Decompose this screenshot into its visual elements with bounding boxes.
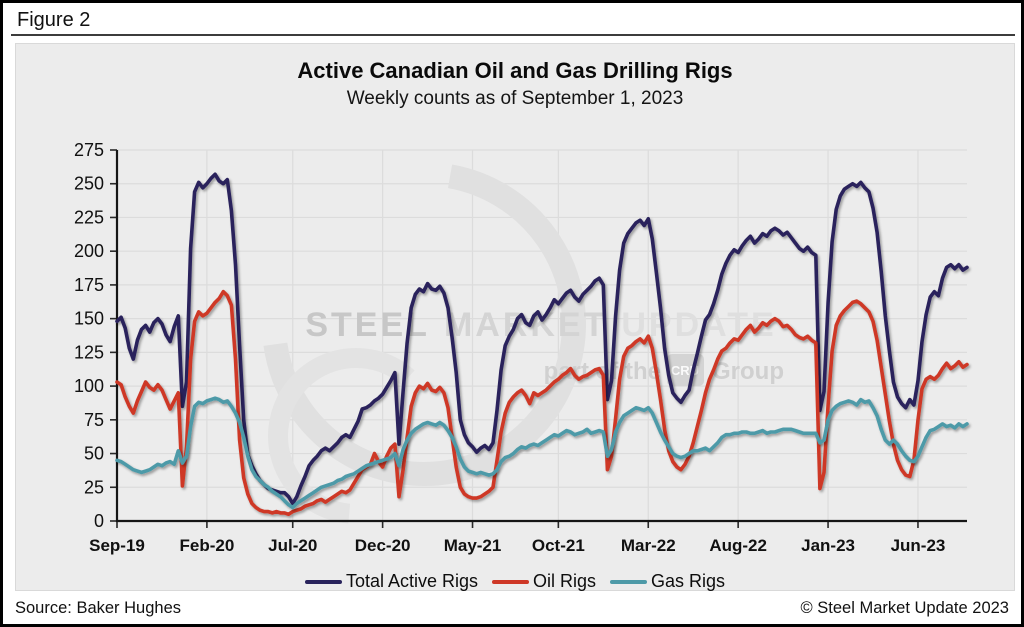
watermark-swoosh-tail-icon — [267, 348, 444, 524]
chart-tick-labels: 0 25 50 75 100 125 150 175 200 225 250 275 Sep-19 Feb… — [74, 140, 945, 555]
y-axis-tick-label: 25 — [84, 477, 104, 497]
legend-swatch-total-active-rigs — [304, 579, 342, 584]
series-line-oil-rigs — [115, 289, 969, 517]
y-axis-tick-label: 175 — [74, 275, 104, 295]
x-axis-tick-label: Feb-20 — [180, 536, 235, 555]
x-axis-tick-label: May-21 — [444, 536, 502, 555]
y-axis-tick-label: 0 — [94, 511, 104, 531]
legend-label-gas-rigs: Gas Rigs — [651, 571, 726, 591]
chart-title: Active Canadian Oil and Gas Drilling Rig… — [297, 58, 733, 83]
legend-item-total-active-rigs: Total Active Rigs — [304, 571, 478, 592]
x-axis-tick-label: Aug-22 — [709, 536, 767, 555]
y-axis-tick-label: 150 — [74, 309, 104, 329]
watermark: STEEL MARKET UPDATE part of the CRU Group — [262, 162, 784, 524]
watermark-tagline-suffix: Group — [712, 358, 784, 385]
footer-source: Source: Baker Hughes — [15, 598, 182, 617]
footer: Source: Baker Hughes © Steel Market Upda… — [15, 596, 1009, 620]
x-axis-tick-label: Jul-20 — [268, 536, 317, 555]
chart-series — [115, 172, 969, 517]
y-axis-tick-label: 125 — [74, 342, 104, 362]
figure-label: Figure 2 — [17, 9, 91, 31]
chart-axes — [110, 149, 967, 528]
y-axis-tick-label: 250 — [74, 174, 104, 194]
legend-swatch-gas-rigs — [610, 579, 648, 584]
x-axis-tick-label: Jan-23 — [801, 536, 855, 555]
legend-label-total-active-rigs: Total Active Rigs — [345, 571, 478, 591]
x-axis-tick-label: Mar-22 — [621, 536, 676, 555]
chart-legend: Total Active Rigs Oil Rigs Gas Rigs — [16, 571, 1014, 592]
legend-item-oil-rigs: Oil Rigs — [492, 571, 596, 592]
y-axis-tick-label: 275 — [74, 140, 104, 160]
chart-canvas: STEEL MARKET UPDATE part of the CRU Group … — [74, 140, 969, 555]
x-axis-tick-label: Jun-23 — [891, 536, 946, 555]
y-axis-tick-label: 100 — [74, 376, 104, 396]
chart-subtitle: Weekly counts as of September 1, 2023 — [346, 88, 684, 109]
chart-panel: STEEL MARKET UPDATE part of the CRU Group … — [15, 43, 1015, 591]
y-axis-tick-label: 75 — [84, 410, 104, 430]
legend-item-gas-rigs: Gas Rigs — [610, 571, 725, 592]
footer-copyright: © Steel Market Update 2023 — [800, 598, 1009, 617]
x-axis-tick-label: Sep-19 — [89, 536, 145, 555]
x-axis-tick-label: Oct-21 — [532, 536, 585, 555]
legend-swatch-oil-rigs — [492, 579, 529, 584]
y-axis-tick-label: 225 — [74, 207, 104, 227]
series-line-gas-rigs — [115, 396, 969, 510]
y-axis-tick-label: 50 — [84, 444, 104, 464]
y-axis-tick-label: 200 — [74, 241, 104, 261]
x-axis-tick-label: Dec-20 — [355, 536, 411, 555]
legend-label-oil-rigs: Oil Rigs — [533, 571, 597, 591]
header-divider — [11, 34, 1015, 36]
